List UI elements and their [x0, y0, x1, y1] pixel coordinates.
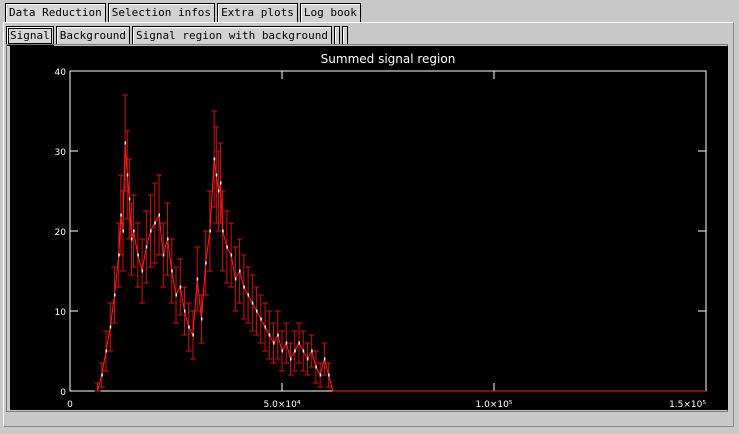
- data-point: [109, 325, 112, 329]
- data-point: [319, 373, 322, 377]
- data-point: [167, 237, 169, 241]
- data-point: [101, 373, 103, 377]
- data-point: [260, 317, 262, 321]
- tab-stub-2[interactable]: [342, 26, 349, 45]
- tab-extra-plots[interactable]: Extra plots: [217, 3, 298, 22]
- data-point: [137, 253, 139, 257]
- data-point: [215, 173, 218, 177]
- y-tick-label: 30: [55, 148, 67, 158]
- data-point: [315, 365, 317, 369]
- sub-tab-bar: Signal Background Signal region with bac…: [6, 26, 350, 46]
- x-tick-label: 1.5×10⁵: [669, 400, 706, 410]
- y-tick-label: 40: [55, 68, 67, 78]
- data-reduction-panel: [3, 22, 734, 427]
- data-point: [213, 157, 216, 161]
- data-point: [150, 229, 152, 233]
- data-point: [323, 357, 326, 361]
- tab-log-book[interactable]: Log book: [299, 3, 361, 22]
- tab-selection-infos[interactable]: Selection infos: [107, 3, 216, 22]
- data-point: [179, 285, 182, 289]
- plot-canvas: Summed signal region 0 5.0×10⁴ 1.0×10⁵ 1.5×1…: [10, 46, 728, 410]
- data-point: [200, 317, 203, 321]
- data-point: [183, 309, 186, 313]
- data-point: [294, 349, 296, 353]
- data-point: [171, 269, 173, 273]
- data-point: [124, 141, 127, 145]
- y-tick-label: 10: [55, 308, 67, 318]
- summed-signal-chart: Summed signal region 0 5.0×10⁴ 1.0×10⁵ 1.5×1…: [55, 52, 707, 410]
- data-point: [277, 333, 279, 337]
- main-tab-bar: Data Reduction Selection infos Extra plo…: [5, 3, 363, 23]
- data-point: [230, 253, 233, 257]
- x-tick-label: 5.0×10⁴: [264, 400, 301, 410]
- data-point: [192, 333, 194, 337]
- y-tick-label: 0: [60, 388, 66, 398]
- data-point: [239, 269, 241, 273]
- data-point: [196, 277, 199, 281]
- tab-background[interactable]: Background: [55, 26, 130, 45]
- data-point: [175, 293, 177, 297]
- data-point: [122, 229, 124, 233]
- data-point: [285, 341, 288, 345]
- data-point: [126, 173, 129, 177]
- data-point: [273, 341, 275, 345]
- chart-title: Summed signal region: [321, 52, 456, 66]
- data-point: [226, 245, 228, 249]
- data-point: [247, 293, 250, 297]
- x-tick-label: 1.0×10⁵: [476, 400, 513, 410]
- x-tick-label: 0: [67, 400, 73, 410]
- data-point: [256, 309, 258, 313]
- plot-frame: [69, 70, 707, 392]
- data-point: [114, 293, 116, 297]
- data-point: [234, 277, 237, 281]
- data-point: [120, 213, 122, 217]
- tab-data-reduction[interactable]: Data Reduction: [5, 3, 106, 22]
- signal-line: [97, 142, 706, 392]
- tab-signal-region-with-background[interactable]: Signal region with background: [131, 26, 333, 45]
- data-point: [289, 357, 292, 361]
- data-point: [141, 269, 144, 273]
- data-point: [188, 325, 190, 329]
- data-point: [328, 373, 330, 377]
- data-point: [209, 229, 211, 233]
- data-point: [268, 333, 271, 337]
- data-point: [302, 349, 305, 353]
- tab-signal[interactable]: Signal: [6, 26, 54, 46]
- data-point: [217, 189, 220, 193]
- data-point: [145, 245, 148, 249]
- data-point: [118, 253, 120, 257]
- data-point: [130, 237, 133, 241]
- data-point: [243, 285, 245, 289]
- data-point: [222, 229, 224, 233]
- data-point: [220, 181, 222, 185]
- data-point: [162, 253, 165, 257]
- data-point: [158, 213, 161, 217]
- data-point: [128, 197, 131, 201]
- data-point: [133, 229, 135, 233]
- y-tick-label: 20: [55, 228, 67, 238]
- data-point: [298, 341, 300, 345]
- tab-stub-1[interactable]: [334, 26, 341, 45]
- data-point: [264, 325, 267, 329]
- data-point: [205, 261, 207, 265]
- data-point: [105, 349, 108, 353]
- data-point: [311, 349, 313, 353]
- data-point: [281, 349, 283, 353]
- data-point: [154, 221, 156, 225]
- data-point: [306, 357, 309, 361]
- data-point: [251, 301, 254, 305]
